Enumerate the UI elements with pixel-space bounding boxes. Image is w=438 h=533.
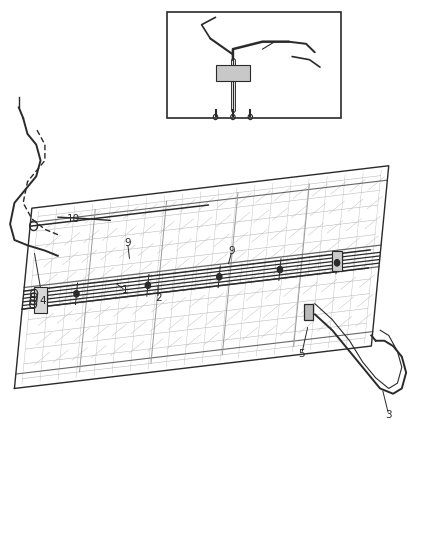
Circle shape (145, 282, 151, 288)
Bar (167, 12, 341, 118)
Text: 10: 10 (67, 214, 80, 224)
Circle shape (277, 266, 283, 273)
Circle shape (74, 290, 79, 297)
Text: 1: 1 (122, 285, 129, 295)
Bar (304, 304, 314, 319)
Circle shape (335, 260, 339, 266)
Text: 9: 9 (124, 238, 131, 248)
Text: 2: 2 (155, 293, 161, 303)
Text: 5: 5 (298, 349, 305, 359)
Bar (215, 65, 251, 81)
Text: 3: 3 (385, 410, 392, 420)
Bar (332, 252, 343, 271)
Text: 4: 4 (39, 296, 46, 306)
Bar (34, 287, 47, 313)
Text: 9: 9 (229, 246, 235, 256)
Circle shape (217, 273, 222, 280)
